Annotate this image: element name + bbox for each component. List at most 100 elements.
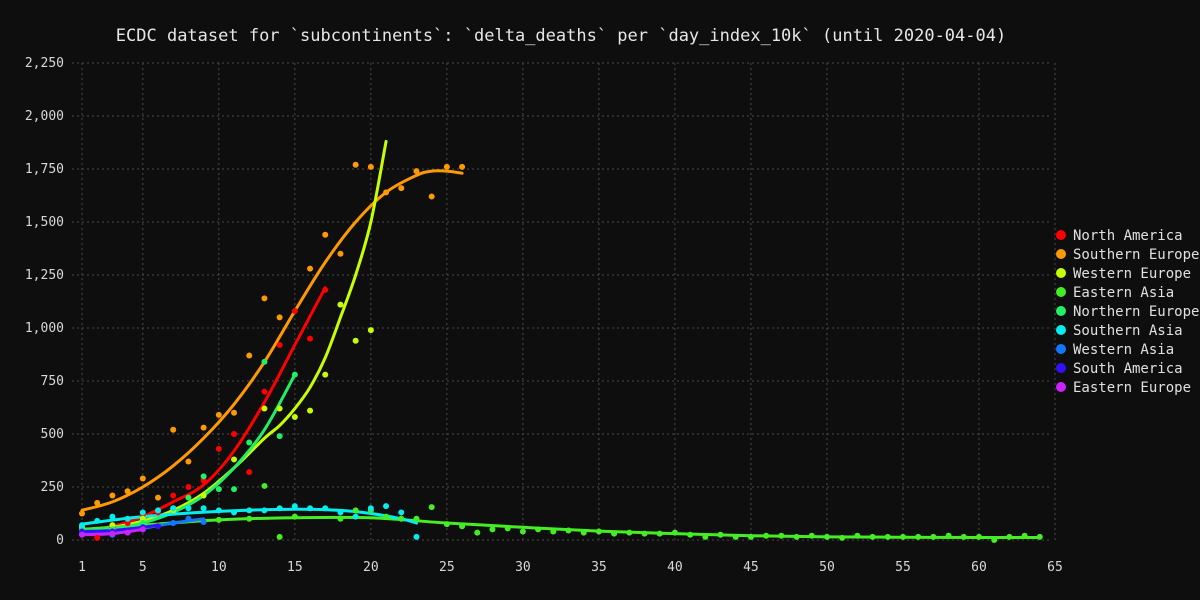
data-point-southern-asia <box>246 507 253 514</box>
data-point-eastern-asia <box>595 528 602 535</box>
legend-marker-eastern-europe <box>1056 382 1066 392</box>
data-point-southern-europe <box>170 426 177 433</box>
x-tick-label: 5 <box>139 560 147 575</box>
legend-marker-southern-asia <box>1056 325 1066 335</box>
data-point-western-europe <box>367 327 374 334</box>
legend-label-southern-asia: Southern Asia <box>1073 323 1183 339</box>
data-point-western-europe <box>276 405 283 412</box>
y-tick-label: 0 <box>56 533 64 548</box>
data-point-northern-europe <box>276 433 283 440</box>
data-point-southern-asia <box>200 505 207 512</box>
data-point-northern-europe <box>185 494 192 501</box>
legend-marker-western-europe <box>1056 268 1066 278</box>
data-point-eastern-asia <box>550 528 557 535</box>
legend: North America Southern Europe Western Euro… <box>1056 228 1199 396</box>
data-point-eastern-asia <box>291 513 298 520</box>
x-tick-label: 50 <box>819 560 835 575</box>
data-point-eastern-asia <box>656 530 663 537</box>
data-point-southern-asia <box>155 507 162 514</box>
data-point-eastern-asia <box>899 533 906 540</box>
data-point-eastern-asia <box>504 525 511 532</box>
data-point-western-europe <box>322 371 329 378</box>
data-point-northern-europe <box>215 486 222 493</box>
data-point-eastern-asia <box>626 529 633 536</box>
x-tick-label: 15 <box>287 560 303 575</box>
data-point-eastern-asia <box>443 521 450 528</box>
data-points <box>79 161 1043 543</box>
data-point-southern-asia <box>307 505 314 512</box>
data-point-southern-asia <box>337 509 344 516</box>
data-point-southern-europe <box>246 352 253 359</box>
data-point-eastern-asia <box>580 529 587 536</box>
data-point-southern-asia <box>322 505 329 512</box>
data-point-eastern-asia <box>808 532 815 539</box>
data-point-southern-europe <box>79 510 85 517</box>
legend-marker-eastern-asia <box>1056 287 1066 297</box>
x-tick-label: 55 <box>895 560 911 575</box>
data-point-northern-europe <box>231 486 238 493</box>
data-point-southern-asia <box>261 507 268 514</box>
data-point-north-america <box>291 308 298 315</box>
data-point-eastern-asia <box>337 515 344 522</box>
data-point-southern-europe <box>322 231 329 238</box>
y-tick-label: 500 <box>41 427 64 442</box>
data-point-north-america <box>185 484 192 490</box>
x-tick-label: 40 <box>667 560 683 575</box>
data-point-eastern-asia <box>884 533 891 540</box>
x-tick-label: 45 <box>743 560 759 575</box>
data-point-eastern-asia <box>747 533 754 540</box>
data-point-western-europe <box>307 407 314 414</box>
data-point-eastern-asia <box>246 515 253 522</box>
data-point-north-america <box>94 534 101 541</box>
y-tick-label: 250 <box>41 480 64 495</box>
data-point-southern-asia <box>231 509 238 516</box>
data-point-eastern-asia <box>565 527 572 534</box>
data-point-eastern-asia <box>778 532 785 539</box>
data-point-southern-europe <box>200 424 207 431</box>
data-point-southern-asia <box>94 517 101 524</box>
data-point-northern-europe <box>139 520 146 527</box>
data-point-southern-europe <box>443 163 450 170</box>
y-tick-label: 750 <box>41 374 64 389</box>
x-tick-label: 35 <box>591 560 607 575</box>
legend-label-eastern-europe: Eastern Europe <box>1073 380 1191 396</box>
data-point-eastern-europe <box>124 529 131 536</box>
data-point-eastern-asia <box>215 516 222 523</box>
data-point-northern-europe <box>291 371 298 378</box>
data-point-southern-europe <box>155 494 162 501</box>
data-point-eastern-asia <box>276 533 283 540</box>
data-point-eastern-asia <box>1036 533 1043 540</box>
data-point-southern-asia <box>139 509 146 516</box>
data-point-eastern-asia <box>763 532 770 539</box>
data-point-southern-europe <box>109 492 116 499</box>
legend-marker-northern-europe <box>1056 306 1066 316</box>
data-point-western-europe <box>261 405 268 412</box>
legend-label-southern-europe: Southern Europe <box>1073 247 1199 263</box>
y-tick-label: 1,750 <box>25 162 64 177</box>
data-point-southern-asia <box>79 522 85 529</box>
data-point-eastern-asia <box>641 530 648 537</box>
data-point-southern-europe <box>276 314 283 321</box>
trend-line-western-europe <box>80 139 388 531</box>
legend-marker-south-america <box>1056 363 1066 373</box>
data-point-eastern-europe <box>79 531 85 538</box>
x-tick-label: 60 <box>971 560 987 575</box>
trend-line-south-america <box>80 523 160 534</box>
legend-label-south-america: South America <box>1073 361 1183 377</box>
data-point-eastern-asia <box>413 515 420 522</box>
trend-line-eastern-asia <box>80 515 1042 539</box>
data-point-eastern-asia <box>611 530 618 537</box>
data-point-southern-europe <box>139 475 146 482</box>
trend-lines <box>80 139 1042 539</box>
data-point-southern-asia <box>170 505 177 512</box>
legend-marker-north-america <box>1056 230 1066 240</box>
data-point-southern-europe <box>352 161 359 168</box>
data-point-southern-europe <box>231 409 238 416</box>
legend-marker-western-asia <box>1056 344 1066 354</box>
data-point-southern-asia <box>291 503 298 510</box>
y-tick-label: 1,250 <box>25 268 64 283</box>
data-point-southern-asia <box>367 505 374 512</box>
data-point-eastern-asia <box>428 504 435 511</box>
data-point-eastern-asia <box>535 526 542 533</box>
